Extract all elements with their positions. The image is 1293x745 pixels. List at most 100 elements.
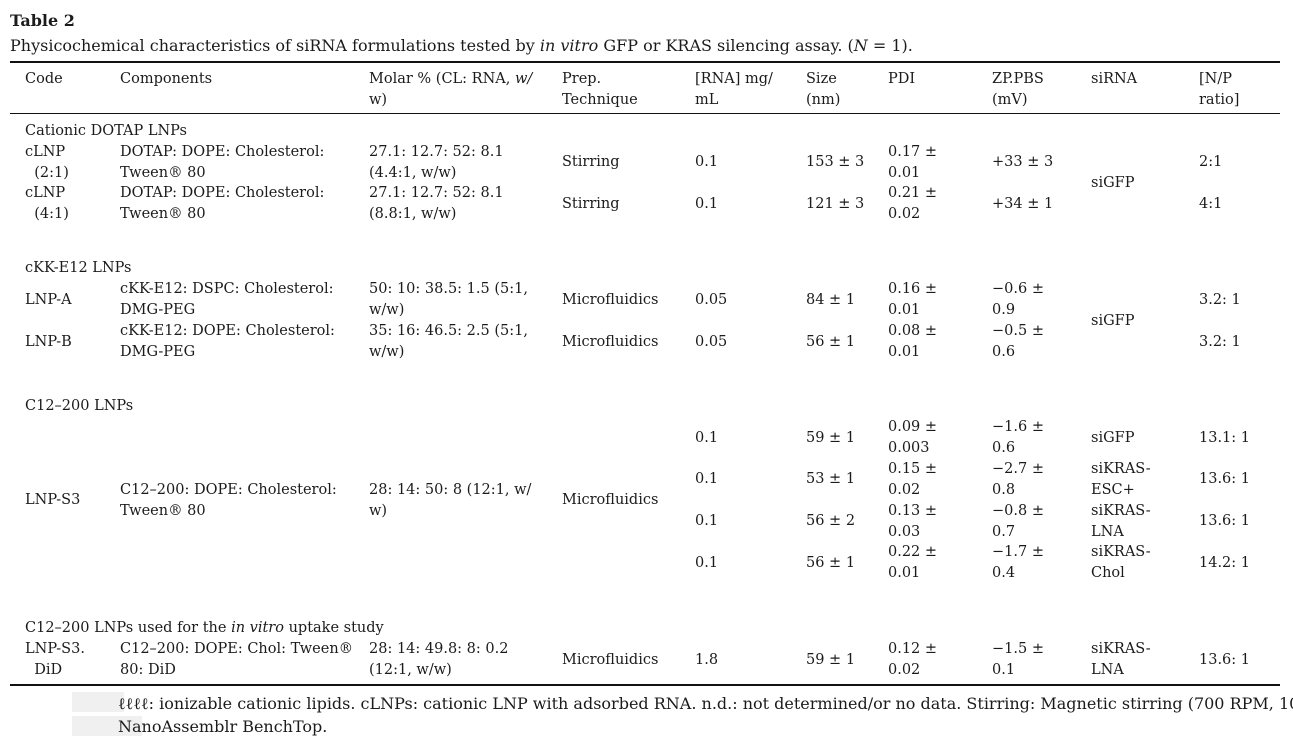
row-zp: −0.6 ± 0.9	[992, 281, 1044, 318]
row-molar: 50: 10: 38.5: 1.5 (5:1, w/w)	[369, 281, 528, 318]
row-rna: 0.1	[695, 555, 719, 571]
header-np: [N/P ratio]	[1199, 71, 1240, 108]
top-rule	[10, 61, 1280, 63]
row-components: cKK-E12: DOPE: Cholesterol: DMG-PEG	[120, 323, 335, 360]
row-pdi: 0.16 ± 0.01	[888, 281, 938, 318]
section-title-post: uptake study	[283, 620, 384, 636]
section-title-pre: C12–200 LNPs used for the	[25, 620, 232, 636]
section-sirna: siGFP	[1091, 313, 1135, 329]
row-components: cKK-E12: DSPC: Cholesterol: DMG-PEG	[120, 281, 334, 318]
row-np: 13.6: 1	[1199, 652, 1251, 668]
row-molar: 27.1: 12.7: 52: 8.1 (4.4:1, w/w)	[369, 144, 504, 181]
row-pdi: 0.12 ± 0.02	[888, 641, 938, 678]
row-sirna: siKRAS- ESC+	[1091, 461, 1151, 498]
scan-smudge	[72, 692, 124, 712]
row-np: 13.1: 1	[1199, 430, 1251, 446]
row-size: 56 ± 1	[806, 334, 856, 350]
header-zp: ZP.PBS (mV)	[992, 71, 1044, 108]
row-np: 4:1	[1199, 196, 1223, 212]
row-rna: 0.1	[695, 196, 719, 212]
row-prep: Microfluidics	[562, 334, 659, 350]
row-rna: 0.1	[695, 471, 719, 487]
row-size: 56 ± 2	[806, 513, 856, 529]
table-caption: Physicochemical characteristics of siRNA…	[10, 35, 913, 56]
row-pdi: 0.22 ± 0.01	[888, 544, 938, 581]
row-zp: −0.5 ± 0.6	[992, 323, 1044, 360]
row-code: cLNP (4:1)	[25, 185, 69, 222]
row-pdi: 0.15 ± 0.02	[888, 461, 938, 498]
bottom-rule	[10, 684, 1280, 686]
row-np: 2:1	[1199, 154, 1223, 170]
row-code: cLNP (2:1)	[25, 144, 69, 181]
section-title: Cationic DOTAP LNPs	[25, 123, 187, 139]
row-components: DOTAP: DOPE: Cholesterol: Tween® 80	[120, 185, 325, 222]
row-sirna: siGFP	[1091, 430, 1135, 446]
row-pdi: 0.13 ± 0.03	[888, 503, 938, 540]
caption-post: GFP or KRAS silencing assay. (	[598, 36, 854, 55]
section-sirna: siGFP	[1091, 175, 1135, 191]
row-np: 13.6: 1	[1199, 513, 1251, 529]
section-title: C12–200 LNPs used for the in vitro uptak…	[25, 618, 384, 639]
row-zp: −1.7 ± 0.4	[992, 544, 1044, 581]
caption-em: in vitro	[539, 36, 599, 55]
row-size: 59 ± 1	[806, 430, 856, 446]
row-zp: −1.5 ± 0.1	[992, 641, 1044, 678]
header-prep: Prep. Technique	[562, 71, 638, 108]
row-pdi: 0.08 ± 0.01	[888, 323, 938, 360]
row-np: 3.2: 1	[1199, 334, 1241, 350]
header-sirna: siRNA	[1091, 71, 1138, 87]
row-size: 153 ± 3	[806, 154, 865, 170]
header-size: Size (nm)	[806, 71, 841, 108]
row-rna: 0.1	[695, 513, 719, 529]
section-title: C12–200 LNPs	[25, 398, 134, 414]
row-rna: 1.8	[695, 652, 719, 668]
header-molar: Molar % (CL: RNA, w/w)	[369, 69, 532, 111]
row-prep: Microfluidics	[562, 652, 659, 668]
row-prep: Microfluidics	[562, 292, 659, 308]
row-pdi: 0.17 ± 0.01	[888, 144, 938, 181]
caption-pre: Physicochemical characteristics of siRNA…	[10, 36, 540, 55]
header-code: Code	[25, 71, 63, 87]
row-molar: 28: 14: 49.8: 8: 0.2 (12:1, w/w)	[369, 641, 509, 678]
header-pdi: PDI	[888, 71, 916, 87]
row-sirna: siKRAS- Chol	[1091, 544, 1151, 581]
row-rna: 0.1	[695, 154, 719, 170]
row-zp: −0.8 ± 0.7	[992, 503, 1044, 540]
row-rna: 0.05	[695, 292, 728, 308]
row-pdi: 0.21 ± 0.02	[888, 185, 938, 222]
footnote-line-2: NanoAssemblr BenchTop.	[118, 717, 328, 736]
row-prep: Stirring	[562, 154, 620, 170]
footnote-line-1: ℓℓℓℓ: ionizable cationic lipids. cLNPs: …	[118, 694, 1293, 713]
row-zp: +34 ± 1	[992, 196, 1054, 212]
scan-smudge	[72, 716, 142, 736]
row-np: 13.6: 1	[1199, 471, 1251, 487]
row-prep: Stirring	[562, 196, 620, 212]
header-molar-text: Molar % (CL: RNA,	[369, 71, 515, 87]
header-molar-em: w/	[514, 71, 533, 87]
row-code: LNP-S3	[25, 492, 81, 508]
section-title-em: in vitro	[231, 620, 284, 636]
row-molar: 28: 14: 50: 8 (12:1, w/ w)	[369, 482, 532, 519]
row-pdi: 0.09 ± 0.003	[888, 419, 938, 456]
caption-end: = 1).	[867, 36, 913, 55]
row-size: 59 ± 1	[806, 652, 856, 668]
row-rna: 0.05	[695, 334, 728, 350]
row-code: LNP-A	[25, 292, 72, 308]
row-zp: −1.6 ± 0.6	[992, 419, 1044, 456]
row-molar: 35: 16: 46.5: 2.5 (5:1, w/w)	[369, 323, 528, 360]
caption-n: N	[853, 36, 868, 55]
row-rna: 0.1	[695, 430, 719, 446]
row-zp: −2.7 ± 0.8	[992, 461, 1044, 498]
section-title: cKK-E12 LNPs	[25, 260, 132, 276]
row-np: 14.2: 1	[1199, 555, 1251, 571]
header-rna: [RNA] mg/ mL	[695, 71, 773, 108]
row-code: LNP-B	[25, 334, 72, 350]
row-components: DOTAP: DOPE: Cholesterol: Tween® 80	[120, 144, 325, 181]
header-components: Components	[120, 71, 213, 87]
row-zp: +33 ± 3	[992, 154, 1054, 170]
row-size: 84 ± 1	[806, 292, 856, 308]
row-components: C12–200: DOPE: Chol: Tween® 80: DiD	[120, 641, 354, 678]
row-np: 3.2: 1	[1199, 292, 1241, 308]
header-rule	[10, 113, 1280, 114]
row-sirna: siKRAS- LNA	[1091, 503, 1151, 540]
